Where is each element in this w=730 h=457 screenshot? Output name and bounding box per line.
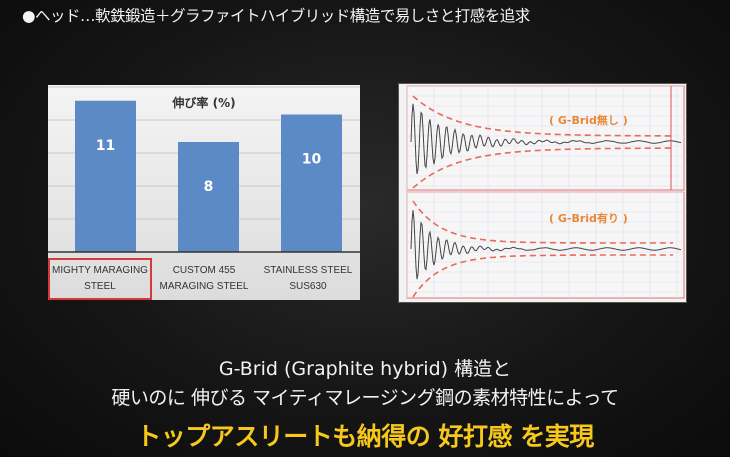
envelope-line <box>412 200 673 244</box>
envelope-line <box>412 254 673 298</box>
caption-headline: トップアスリートも納得の 好打感 を実現 <box>136 422 594 451</box>
caption-line-1: G-Brid (Graphite hybrid) 構造と <box>218 358 512 380</box>
x-label-custom-455: CUSTOM 455 MARAGING STEEL <box>159 265 249 292</box>
envelope-line <box>412 95 673 137</box>
data-label-0: 11 <box>96 138 115 154</box>
waveform-panel-0 <box>406 85 685 191</box>
annotation-with-gbrid: ( G-Brid有り ) <box>549 212 628 225</box>
chart-title: 伸び率 (%) <box>171 95 235 110</box>
bar-1 <box>178 142 239 252</box>
data-label-1: 8 <box>204 179 214 195</box>
annotation-without-gbrid: ( G-Brid無し ) <box>549 114 628 127</box>
signal-line-0 <box>410 103 682 175</box>
bar-2 <box>281 114 342 252</box>
elongation-bar-chart: 伸び率 (%) 11 8 10 MIGHTY MARAGING STEEL CUSTO… <box>48 85 360 300</box>
bar-0 <box>75 100 136 252</box>
x-label-mighty-maraging: MIGHTY MARAGING STEEL <box>48 258 152 300</box>
data-label-2: 10 <box>302 152 322 168</box>
caption-line-2: 硬いのに 伸びる マイティマレージング鋼の素材特性によって <box>111 387 619 409</box>
signal-line-1 <box>410 210 682 280</box>
x-label-sus630: STAINLESS STEEL SUS630 <box>263 265 353 292</box>
vibration-waveform-chart: ( G-Brid無し ) ( G-Brid有り ) <box>398 83 687 303</box>
heading: ●ヘッド…軟鉄鍛造＋グラファイトハイブリッド構造で易しさと打感を追求 <box>22 7 530 25</box>
envelope-line <box>412 147 673 189</box>
